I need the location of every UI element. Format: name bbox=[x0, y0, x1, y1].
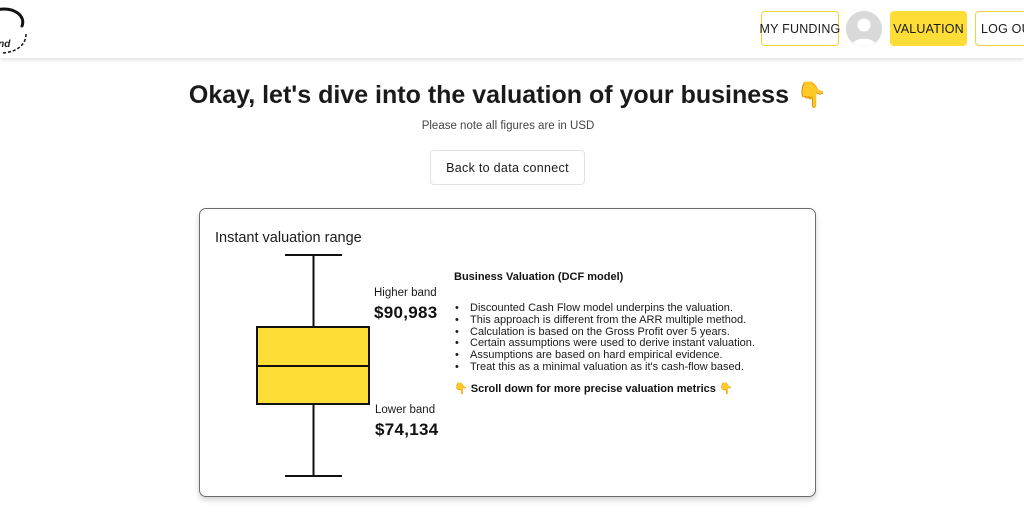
dcf-heading: Business Valuation (DCF model) bbox=[454, 271, 624, 283]
log-out-button[interactable]: LOG OUT bbox=[975, 11, 1024, 46]
scroll-down-note: 👇 Scroll down for more precise valuation… bbox=[454, 382, 733, 395]
currency-note: Please note all figures are in USD bbox=[421, 120, 595, 132]
list-item: Assumptions are based on hard empirical … bbox=[454, 349, 755, 362]
boxplot-box bbox=[256, 326, 370, 405]
pointing-down-hand-icon: 👇 bbox=[454, 383, 468, 395]
scroll-down-note-text: Scroll down for more precise valuation m… bbox=[470, 383, 716, 395]
lower-band-value: $74,134 bbox=[375, 420, 439, 439]
logo-text: und bbox=[0, 39, 11, 50]
user-avatar-icon bbox=[846, 11, 882, 47]
top-navigation-bar: und MY FUNDING VALUATION LOG OUT bbox=[0, 0, 1024, 58]
list-item: Discounted Cash Flow model underpins the… bbox=[454, 302, 755, 315]
my-funding-button[interactable]: MY FUNDING bbox=[760, 11, 840, 46]
pointing-down-hand-icon: 👇 bbox=[718, 383, 733, 395]
page-title-text: Okay, let's dive into the valuation of y… bbox=[188, 81, 789, 109]
list-item: Calculation is based on the Gross Profit… bbox=[454, 326, 755, 339]
higher-band-label: Higher band bbox=[374, 287, 437, 299]
page-title: Okay, let's dive into the valuation of y… bbox=[0, 81, 1016, 110]
card-title: Instant valuation range bbox=[215, 230, 362, 246]
list-item: This approach is different from the ARR … bbox=[454, 314, 755, 327]
valuation-card: Instant valuation range Higher band $90,… bbox=[199, 208, 816, 497]
logo[interactable]: und bbox=[0, 4, 32, 54]
logo-swoosh-icon bbox=[0, 7, 27, 54]
lower-band-label: Lower band bbox=[375, 404, 436, 416]
higher-band-value: $90,983 bbox=[374, 303, 438, 322]
dcf-bullet-list: Discounted Cash Flow model underpins the… bbox=[454, 302, 755, 374]
valuation-button[interactable]: VALUATION bbox=[890, 11, 967, 46]
user-avatar[interactable] bbox=[846, 11, 882, 47]
back-to-data-connect-button[interactable]: Back to data connect bbox=[430, 150, 585, 185]
list-item: Certain assumptions were used to derive … bbox=[454, 338, 755, 350]
list-item: Treat this as a minimal valuation as it'… bbox=[454, 361, 755, 374]
pointing-down-hand-icon: 👇 bbox=[795, 81, 828, 109]
